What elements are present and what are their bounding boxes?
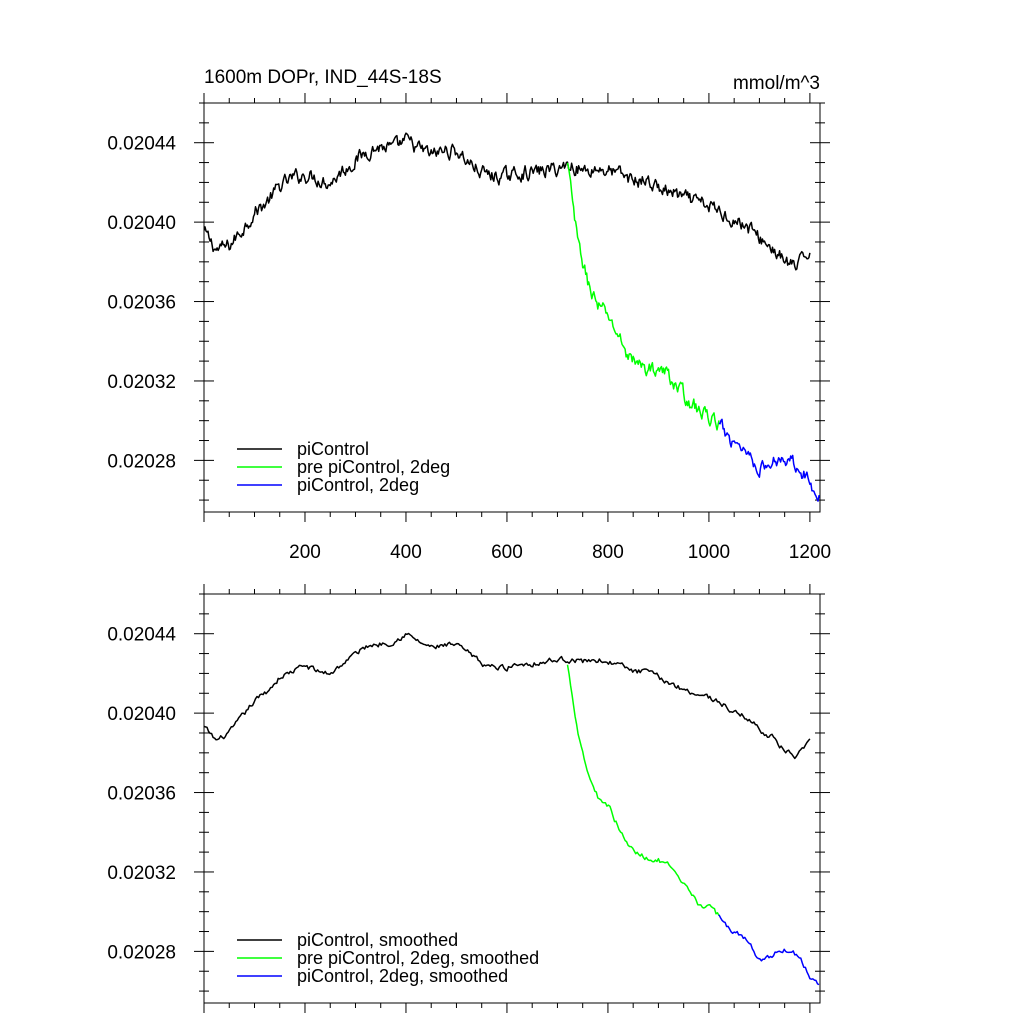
plot-frame	[203, 102, 821, 513]
x-tick-label: 200	[289, 542, 321, 563]
y-tick-label: 0.02028	[107, 942, 176, 963]
y-tick-label: 0.02036	[107, 293, 176, 314]
series-line-picontrol	[204, 132, 811, 271]
x-tick-label: 600	[491, 542, 523, 563]
legend-label: piControl, 2deg, smoothed	[297, 966, 508, 986]
legend-label: pre piControl, 2deg	[297, 457, 450, 477]
chart-title: 1600m DOPr, IND_44S-18S	[204, 67, 442, 88]
y-tick-label: 0.02028	[107, 451, 176, 472]
x-tick-label: 800	[592, 542, 624, 563]
series-line-pre-picontrol-2deg-smoothed	[566, 664, 720, 916]
x-tick-label: 1200	[789, 542, 831, 563]
legend-label: piControl, 2deg	[297, 475, 419, 495]
chart-panel-1: 200 400 600 800 1000 1200 0.02028 0.02032 0.0203…	[107, 67, 831, 563]
legend-label: piControl	[297, 439, 369, 459]
y-tick-label: 0.02032	[107, 372, 176, 393]
series-line-pre-picontrol-2deg	[566, 162, 720, 431]
plot-frame	[203, 593, 821, 1004]
x-tick-label: 1000	[688, 542, 730, 563]
y-tick-label: 0.02040	[107, 213, 176, 234]
chart-panel-2: 0.02028 0.02032 0.02036 0.02040 0.02044 piCon…	[107, 584, 830, 1013]
legend-label: piControl, smoothed	[297, 930, 458, 950]
series-line-picontrol-2deg	[718, 418, 820, 502]
y-tick-label: 0.02036	[107, 784, 176, 805]
y-tick-label: 0.02040	[107, 704, 176, 725]
series-line-picontrol-smoothed	[204, 632, 811, 760]
y-tick-label: 0.02044	[107, 625, 176, 646]
y-tick-label: 0.02032	[107, 863, 176, 884]
series-line-picontrol-2deg-smoothed	[718, 914, 820, 986]
legend-label: pre piControl, 2deg, smoothed	[297, 948, 539, 968]
x-tick-label: 400	[390, 542, 422, 563]
units-label: mmol/m^3	[733, 73, 820, 94]
y-tick-label: 0.02044	[107, 134, 176, 155]
